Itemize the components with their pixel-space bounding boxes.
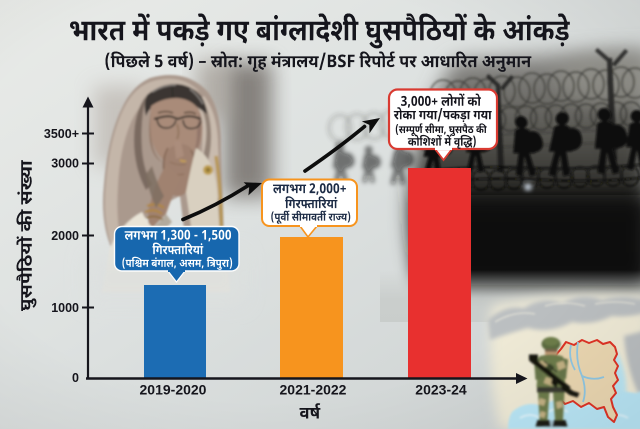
- svg-text:2021-2022: 2021-2022: [280, 382, 347, 398]
- svg-text:3000: 3000: [51, 157, 79, 171]
- svg-text:2019-2020: 2019-2020: [140, 382, 207, 398]
- svg-text:2000: 2000: [51, 229, 79, 243]
- svg-text:3500+: 3500+: [44, 127, 79, 141]
- svg-text:2023-24: 2023-24: [415, 382, 467, 398]
- svg-text:0: 0: [72, 371, 79, 385]
- svg-text:1000: 1000: [51, 301, 79, 315]
